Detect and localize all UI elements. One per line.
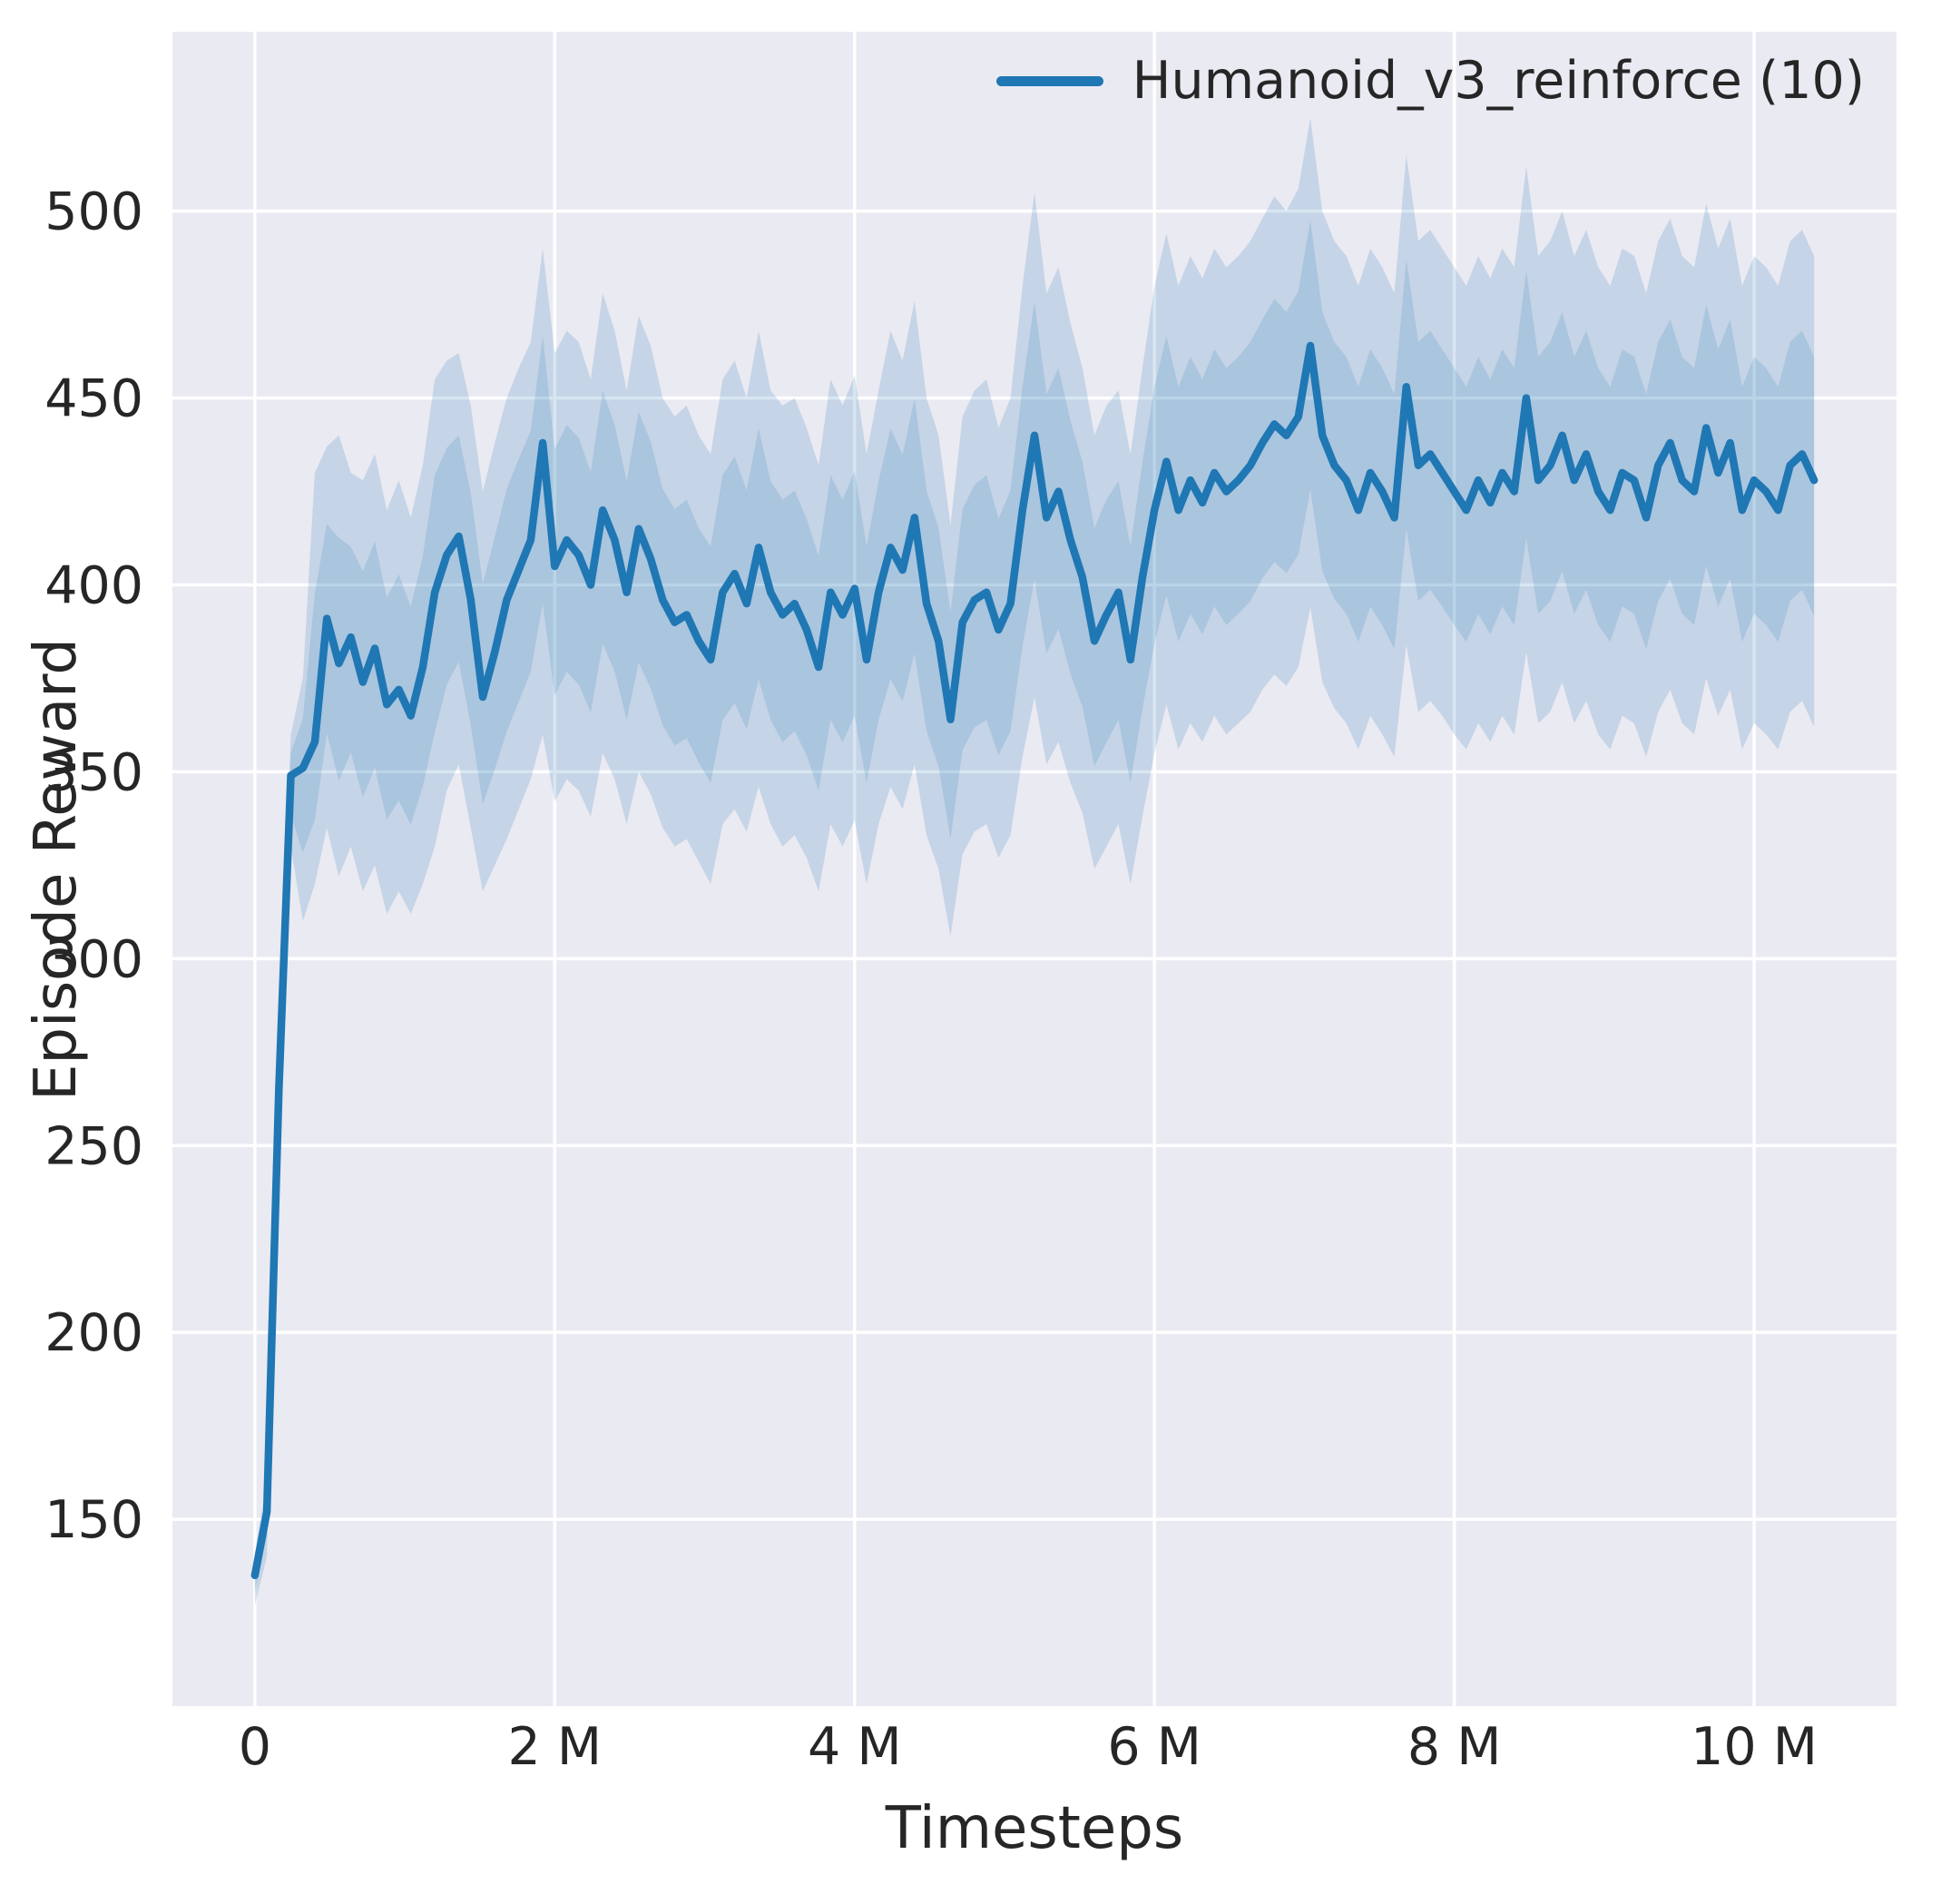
x-axis-label: Timesteps [885,1795,1184,1862]
legend: Humanoid_v3_reinforce (10) [995,51,1865,111]
x-tick-label: 8 M [1407,1717,1502,1777]
legend-label: Humanoid_v3_reinforce (10) [1132,51,1865,111]
confidence-band-inner [254,220,1815,1592]
x-tick-label: 4 M [808,1717,902,1777]
x-tick-label: 10 M [1691,1717,1818,1777]
confidence-band-outer [254,117,1815,1605]
legend-line-swatch [995,75,1103,86]
y-tick-label: 500 [44,182,143,242]
plot-area [172,32,1897,1706]
y-axis-label: Episode Reward [23,637,90,1102]
y-tick-label: 400 [44,556,143,616]
y-tick-label: 200 [44,1303,143,1363]
y-tick-label: 300 [44,929,143,989]
x-tick-label: 2 M [508,1717,603,1777]
mean-reward-line [250,341,1819,1580]
y-tick-label: 450 [44,369,143,429]
y-tick-label: 350 [44,742,143,802]
x-tick-label: 0 [239,1717,271,1777]
y-tick-label: 250 [44,1116,143,1176]
x-tick-label: 6 M [1107,1717,1201,1777]
y-tick-label: 150 [44,1490,143,1550]
